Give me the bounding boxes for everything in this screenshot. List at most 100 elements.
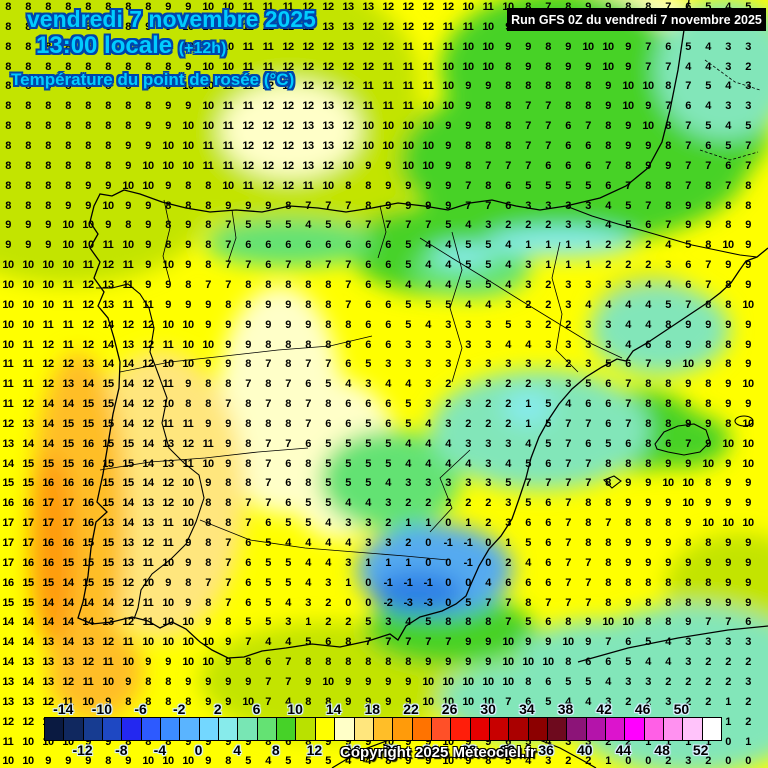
grid-value: 8 [685,537,691,549]
grid-value: 9 [745,318,751,331]
grid-value: 13 [342,20,354,33]
grid-value: 12 [342,120,354,133]
grid-value: 7 [725,616,731,629]
grid-value: 11 [462,20,474,33]
grid-value: 9 [105,179,111,192]
grid-value: 8 [125,219,131,232]
copyright-watermark: Copyright 2025 Meteociel.fr [340,744,536,761]
grid-value: 7 [685,159,691,172]
grid-value: 8 [25,120,31,133]
grid-value: 9 [745,576,751,589]
grid-value: 8 [245,477,251,490]
grid-value: 10 [602,40,614,53]
grid-value: 12 [342,140,354,152]
grid-value: 9 [305,318,311,331]
grid-value: 8 [105,40,111,53]
grid-value: 3 [565,199,571,212]
grid-value: 3 [465,477,471,490]
grid-value: 5 [485,278,491,291]
grid-value: 9 [245,199,251,212]
grid-value: 14 [42,398,54,410]
grid-value: 12 [342,80,354,93]
grid-value: 12 [322,40,334,53]
model-run-banner: Run GFS 0Z du vendredi 7 novembre 2025 [507,8,766,31]
grid-value: 8 [605,120,611,133]
grid-value: 4 [465,298,471,311]
grid-value: 12 [242,120,254,133]
grid-value: 10 [162,140,174,152]
grid-value: 8 [25,199,31,212]
grid-value: 7 [225,537,231,549]
grid-value: 12 [162,477,174,490]
grid-value: 8 [605,477,611,490]
grid-value: 10 [182,497,194,510]
grid-value: 15 [62,556,74,569]
grid-value: 9 [745,537,751,549]
grid-value: 9 [85,755,91,768]
grid-value: 9 [685,338,691,351]
grid-value: 4 [485,298,491,311]
grid-value: 4 [305,576,311,589]
grid-value: 8 [525,675,531,688]
grid-value: 8 [285,417,291,430]
grid-value: 5 [285,556,291,569]
grid-value: 4 [445,259,451,272]
grid-value: 2 [725,675,731,688]
grid-value: 10 [442,100,454,113]
grid-value: 6 [605,656,611,669]
grid-value: 10 [582,40,594,53]
grid-value: 2 [625,695,631,708]
grid-value: 7 [405,636,411,649]
grid-value: 8 [665,517,671,530]
grid-value: 2 [505,378,511,391]
grid-value: 12 [42,695,54,708]
grid-value: 6 [365,239,371,252]
grid-value: 6 [245,239,251,252]
grid-value: 13 [62,656,74,669]
grid-value: 3 [445,417,451,430]
grid-value: 6 [665,40,671,53]
grid-value: 3 [345,556,351,569]
grid-value: 5 [705,120,711,133]
grid-value: 7 [585,477,591,490]
grid-value: 9 [225,318,231,331]
grid-value: 8 [245,298,251,311]
grid-value: 2 [325,596,331,609]
grid-value: 7 [265,477,271,490]
grid-value: 11 [262,40,274,53]
grid-value: 8 [185,278,191,291]
time-value: 13:00 locale [36,32,173,59]
grid-value: 15 [82,398,94,410]
grid-value: 3 [505,437,511,450]
grid-value: 3 [525,199,531,212]
grid-value: 6 [365,398,371,410]
grid-value: 4 [645,656,651,669]
grid-value: 9 [405,199,411,212]
grid-value: 10 [142,755,154,768]
grid-value: 7 [325,259,331,272]
grid-value: 3 [385,537,391,549]
grid-value: 5 [625,219,631,232]
grid-value: 8 [705,239,711,252]
grid-value: 11 [242,80,254,93]
grid-value: -1 [403,576,413,589]
grid-value: 8 [605,556,611,569]
grid-value: 9 [665,457,671,470]
grid-value: 2 [505,556,511,569]
grid-value: 10 [162,398,174,410]
grid-value: 7 [505,596,511,609]
grid-value: 13 [22,417,34,430]
grid-value: 10 [202,338,214,351]
grid-value: 4 [625,338,631,351]
grid-value: 5 [625,656,631,669]
grid-value: 4 [305,556,311,569]
grid-value: 3 [605,338,611,351]
grid-value: 9 [165,80,171,93]
grid-value: 10 [482,60,494,73]
grid-value: 4 [665,636,671,649]
region-border [449,231,463,383]
grid-value: 3 [465,437,471,450]
grid-value: 8 [185,715,191,728]
grid-value: 10 [222,60,234,73]
grid-value: 8 [645,457,651,470]
